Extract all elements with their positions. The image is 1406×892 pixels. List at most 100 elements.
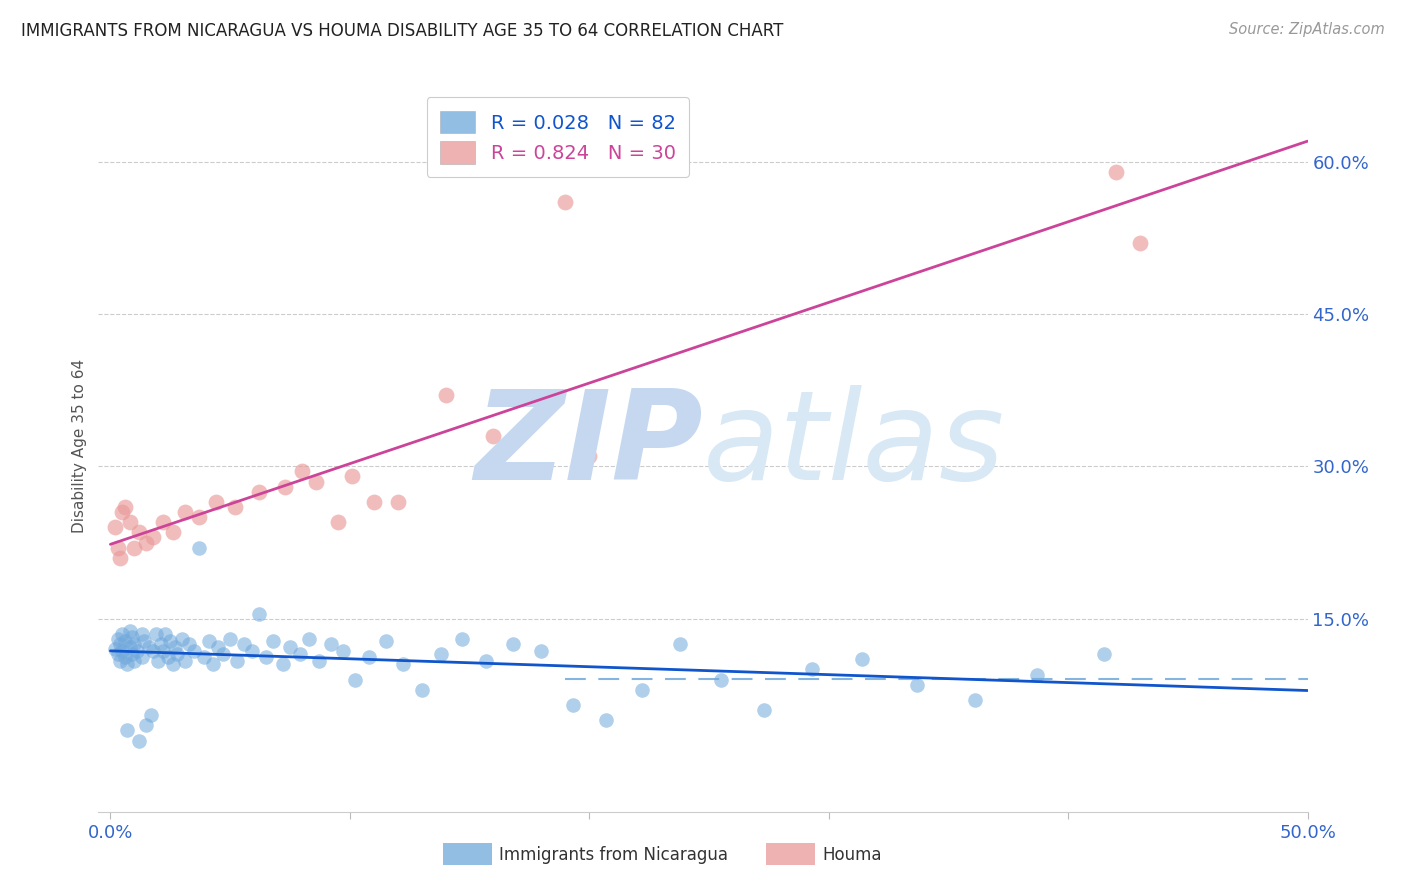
Point: [482, 429, 505, 443]
Point: [595, 714, 617, 728]
Point: [202, 657, 225, 672]
Point: [162, 525, 184, 540]
Point: [142, 530, 165, 544]
Point: [1092, 647, 1115, 661]
Y-axis label: Disability Age 35 to 64: Disability Age 35 to 64: [72, 359, 87, 533]
Point: [278, 640, 301, 655]
Point: [148, 654, 170, 668]
Point: [800, 663, 823, 677]
Point: [125, 644, 148, 658]
Legend: R = 0.028   N = 82, R = 0.824   N = 30: R = 0.028 N = 82, R = 0.824 N = 30: [426, 97, 689, 178]
Point: [108, 550, 131, 565]
Point: [114, 650, 136, 665]
Text: atlas: atlas: [703, 385, 1005, 507]
Point: [710, 673, 733, 687]
Point: [155, 627, 177, 641]
Point: [108, 637, 131, 651]
Point: [1026, 667, 1049, 681]
Point: [233, 637, 256, 651]
Point: [207, 640, 229, 655]
Point: [128, 733, 150, 747]
Point: [108, 654, 131, 668]
Point: [226, 654, 249, 668]
Point: [128, 525, 150, 540]
Point: [104, 520, 127, 534]
Point: [162, 657, 184, 672]
Point: [475, 654, 498, 668]
Point: [291, 464, 314, 478]
Point: [578, 449, 600, 463]
Point: [262, 634, 284, 648]
Point: [197, 634, 219, 648]
Point: [145, 627, 167, 641]
Text: Immigrants from Nicaragua: Immigrants from Nicaragua: [499, 846, 728, 863]
Point: [104, 642, 127, 657]
Point: [173, 505, 195, 519]
Point: [193, 650, 215, 665]
Point: [451, 632, 474, 646]
Point: [107, 541, 129, 555]
Point: [554, 195, 576, 210]
Point: [152, 515, 174, 529]
Point: [111, 627, 134, 641]
Point: [298, 632, 321, 646]
Point: [152, 644, 174, 658]
Point: [332, 644, 354, 658]
Point: [149, 637, 172, 651]
Point: [363, 495, 385, 509]
Point: [166, 647, 188, 661]
Point: [308, 654, 330, 668]
Point: [411, 682, 433, 697]
Point: [254, 650, 277, 665]
Point: [240, 644, 263, 658]
Point: [430, 647, 453, 661]
Point: [1105, 165, 1128, 179]
Point: [357, 650, 380, 665]
Point: [219, 632, 242, 646]
Point: [138, 640, 160, 655]
Text: Source: ZipAtlas.com: Source: ZipAtlas.com: [1229, 22, 1385, 37]
Point: [114, 634, 136, 648]
Point: [131, 650, 153, 665]
Point: [851, 652, 873, 666]
Point: [139, 708, 162, 723]
Text: ZIP: ZIP: [474, 385, 703, 507]
Point: [271, 657, 294, 672]
Point: [905, 678, 928, 692]
Point: [319, 637, 342, 651]
Point: [173, 654, 195, 668]
Point: [387, 495, 409, 509]
Point: [156, 650, 179, 665]
Point: [963, 693, 986, 707]
Point: [132, 634, 155, 648]
Point: [118, 640, 141, 655]
Point: [131, 627, 153, 641]
Point: [159, 634, 181, 648]
Point: [135, 535, 157, 549]
Point: [107, 632, 129, 646]
Point: [374, 634, 396, 648]
Point: [183, 644, 205, 658]
Point: [224, 500, 246, 514]
Point: [114, 500, 136, 514]
Point: [752, 703, 775, 717]
Point: [142, 644, 165, 658]
Point: [172, 632, 194, 646]
Point: [124, 654, 146, 668]
Point: [391, 657, 413, 672]
Point: [124, 541, 146, 555]
Point: [115, 657, 138, 672]
Point: [326, 515, 349, 529]
Point: [118, 515, 141, 529]
Point: [561, 698, 583, 712]
Point: [135, 718, 157, 732]
Point: [107, 647, 129, 661]
Point: [530, 644, 553, 658]
Point: [343, 673, 366, 687]
Text: Houma: Houma: [823, 846, 882, 863]
Point: [247, 484, 270, 499]
Point: [274, 480, 297, 494]
Point: [111, 644, 134, 658]
Point: [179, 637, 201, 651]
Text: IMMIGRANTS FROM NICARAGUA VS HOUMA DISABILITY AGE 35 TO 64 CORRELATION CHART: IMMIGRANTS FROM NICARAGUA VS HOUMA DISAB…: [21, 22, 783, 40]
